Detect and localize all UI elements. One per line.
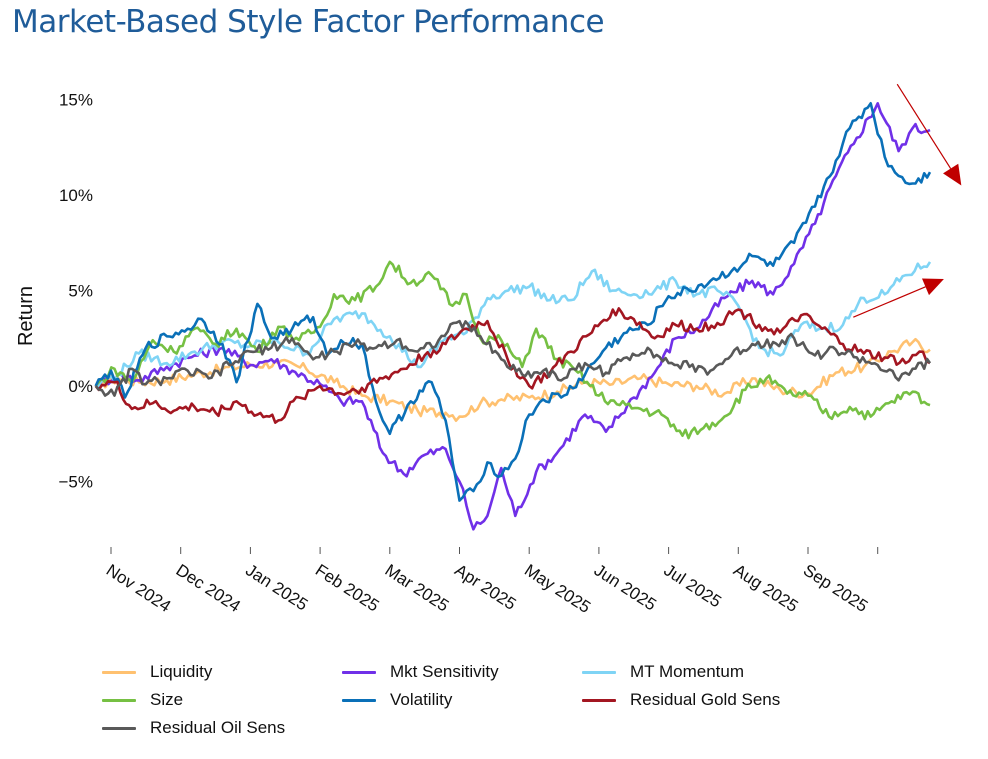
y-tick-label: 15% [59,91,93,110]
legend-label: Liquidity [150,662,213,681]
x-tick-label: May 2025 [521,560,594,617]
legend-swatch [342,698,376,702]
legend-swatch [102,726,136,730]
annotation-arrow-head [921,278,944,296]
annotation-arrow-line [896,83,952,169]
y-tick-label: 5% [68,282,93,301]
annotation-arrow-head [943,163,962,186]
x-tick-label: Jan 2025 [242,560,311,614]
legend-item: Liquidity [102,662,212,682]
legend-item: Residual Gold Sens [582,690,780,710]
legend-label: MT Momentum [630,662,744,681]
y-axis-label: Return [15,286,37,346]
x-tick-label: Sep 2025 [800,560,871,616]
series-line-volatility [94,102,932,502]
y-tick-label: 0% [68,377,93,396]
series-line-size [94,260,931,440]
x-tick-label: Mar 2025 [382,560,453,615]
legend-item: Mkt Sensitivity [342,662,499,682]
series-line-residual-oil-sens [94,319,932,397]
legend-swatch [582,698,616,702]
legend-label: Size [150,690,184,709]
x-tick-label: Jul 2025 [660,560,724,611]
legend-swatch [582,670,616,674]
legend-label: Residual Oil Sens [150,718,286,737]
legend-swatch [102,698,136,702]
legend-label: Residual Gold Sens [630,690,781,709]
x-tick-label: Dec 2024 [173,560,244,616]
legend-label: Volatility [390,690,453,709]
annotations [853,83,962,318]
series-line-liquidity [94,337,931,423]
series-line-mkt-sensitivity [94,102,931,531]
y-axis: 15% 10% 5% 0% −5% [59,91,94,492]
x-tick-label: Feb 2025 [312,560,383,615]
y-tick-label: −5% [59,473,94,492]
legend-swatch [342,670,376,674]
legend-swatch [102,670,136,674]
legend-item: MT Momentum [582,662,744,682]
x-tick-label: Aug 2025 [730,560,801,616]
legend-item: Residual Oil Sens [102,718,285,738]
chart-title: Market-Based Style Factor Performance [12,4,605,40]
series-lines [94,102,932,531]
legend-item: Volatility [342,690,452,710]
y-tick-label: 10% [59,186,93,205]
annotation-arrow-line [853,286,926,318]
x-tick-label: Nov 2024 [103,560,174,616]
legend-item: Size [102,690,183,710]
x-tick-label: Apr 2025 [451,560,519,614]
x-tick-label: Jun 2025 [591,560,660,614]
legend-label: Mkt Sensitivity [390,662,499,681]
